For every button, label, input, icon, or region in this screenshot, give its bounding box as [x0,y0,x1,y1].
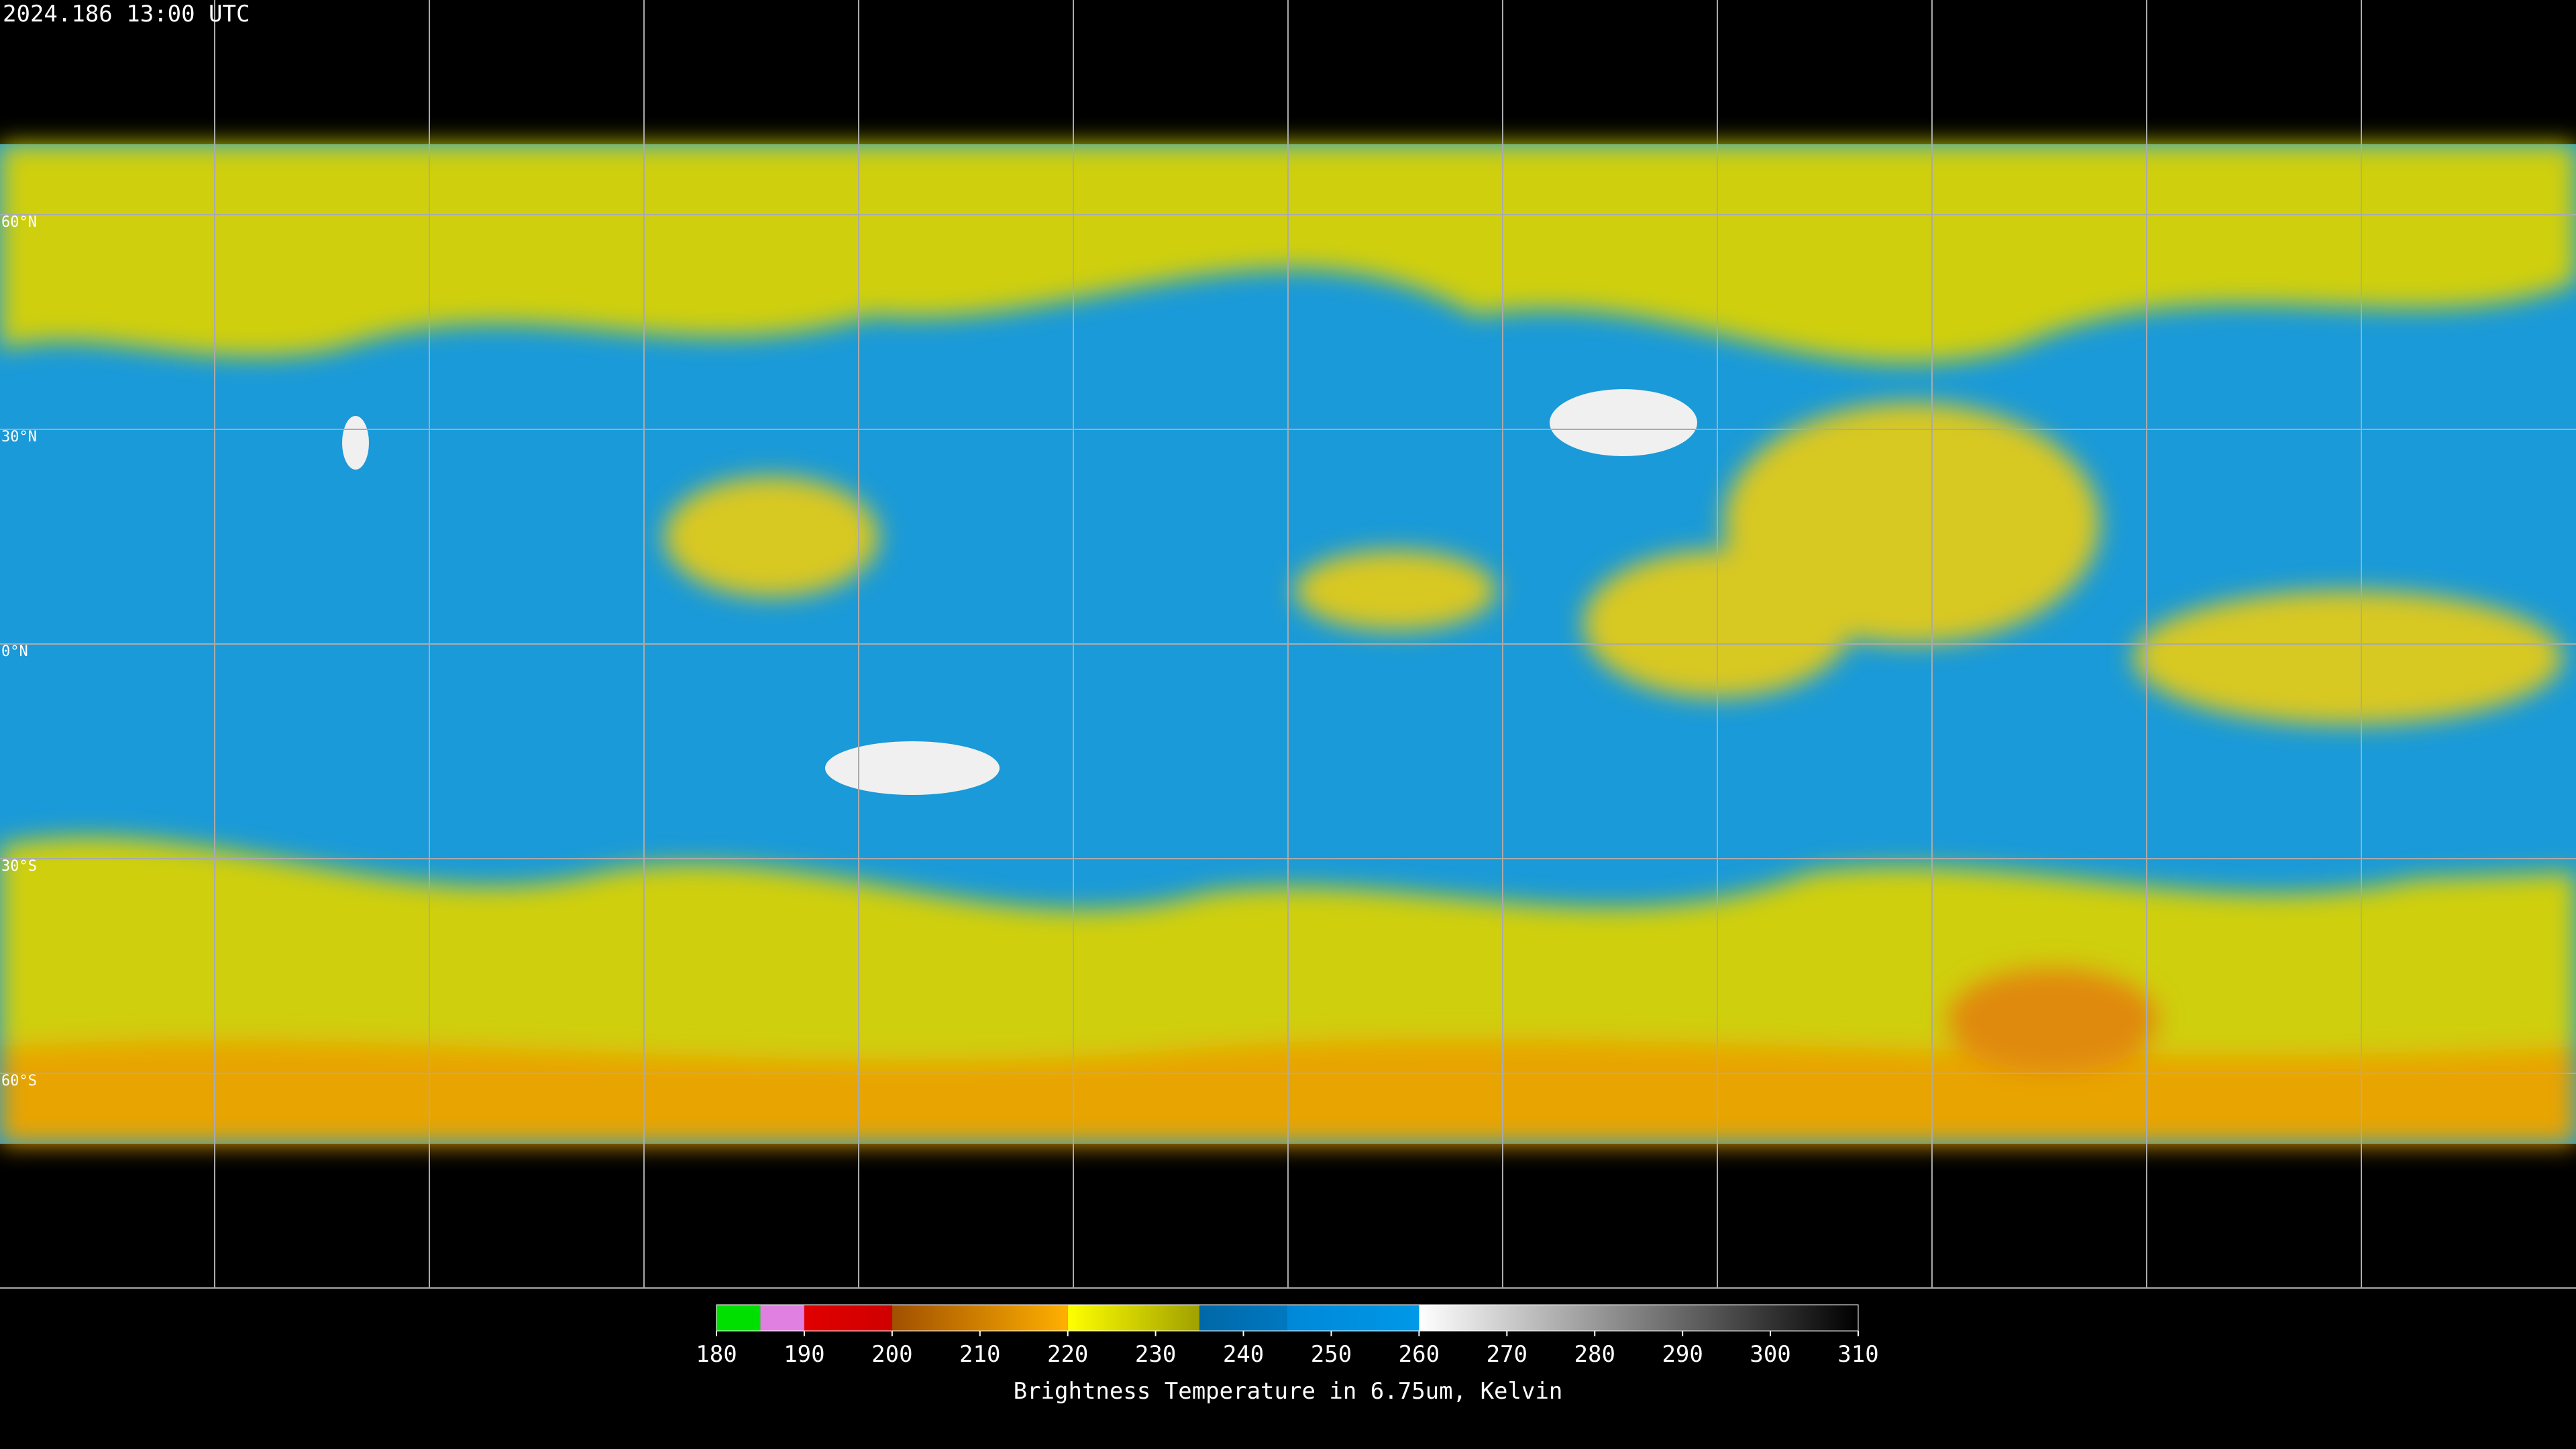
timestamp: 2024.186 13:00 UTC [3,1,250,28]
colorbar-frame [716,1304,1859,1332]
colorbar-tick-label: 240 [1223,1341,1264,1368]
cold-core [1945,966,2160,1073]
colorbar-tick-label: 300 [1750,1341,1790,1368]
colorbar-tick-label: 280 [1574,1341,1615,1368]
latitude-label: 30°S [1,858,37,875]
central-america-convection [664,476,879,597]
colorbar-segment [760,1305,804,1331]
latitude-label: 30°N [1,429,37,445]
colorbar-tick-label: 290 [1662,1341,1703,1368]
colorbar-segment [804,1305,892,1331]
dry-region [1550,389,1697,456]
colorbar-tick-label: 210 [959,1341,1000,1368]
colorbar-segment [716,1305,761,1331]
colorbar-label: Brightness Temperature in 6.75um, Kelvin [1014,1378,1563,1405]
colorbar-tick-label: 270 [1487,1341,1527,1368]
colorbar-tick-label: 260 [1399,1341,1440,1368]
colorbar-segment [892,1305,1068,1331]
colorbar-segment [1287,1305,1419,1331]
colorbar-tick-label: 220 [1047,1341,1088,1368]
colorbar-tick-label: 200 [871,1341,912,1368]
colorbar-tick-label: 310 [1837,1341,1878,1368]
latitude-label: 0°N [1,643,28,660]
latitude-labels: 60°N 30°N 0°N 30°S 60°S [1,214,37,1089]
colorbar-segment [1067,1305,1200,1331]
colorbar-tick-label: 180 [696,1341,737,1368]
latitude-label: 60°N [1,214,37,231]
colorbar-segment [1199,1305,1287,1331]
graticule [0,0,2576,1289]
colorbar-tick-label: 250 [1311,1341,1352,1368]
colorbar-tick-label: 190 [784,1341,824,1368]
colorbar: 180 190 200 210 220 230 240 250 260 270 280 290 300 3… [696,1304,1879,1368]
latitude-label: 60°S [1,1073,37,1089]
africa-convection [1295,550,1496,631]
colorbar-segment [1419,1305,1858,1331]
dry-region [825,741,1000,795]
dry-region [342,416,369,470]
colorbar-tick-label: 230 [1135,1341,1176,1368]
pacific-convection [2133,590,2563,724]
